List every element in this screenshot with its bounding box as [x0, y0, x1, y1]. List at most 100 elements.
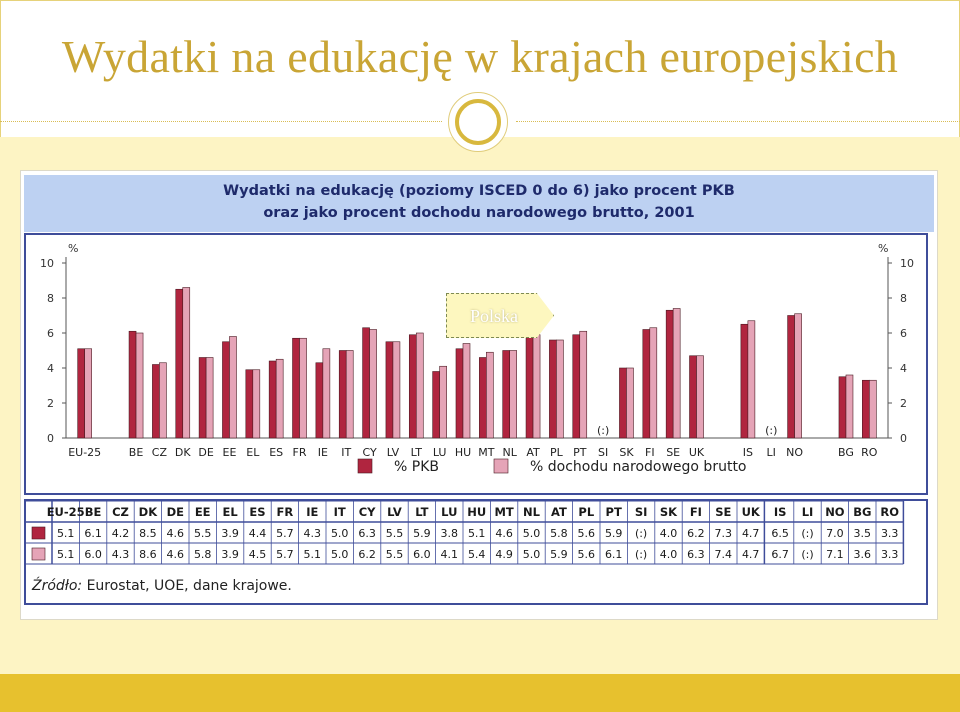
- x-tick-label-pt: PT: [573, 446, 587, 459]
- legend-label-gni: % dochodu narodowego brutto: [530, 459, 747, 475]
- x-tick-label-nl: NL: [503, 446, 518, 459]
- bar-is-gni: [747, 320, 756, 439]
- bar-fr-gdp: [292, 337, 300, 439]
- bar-ee-gni: [229, 336, 237, 439]
- bar-bg-gdp: [838, 376, 847, 439]
- table-header-mt: MT: [494, 505, 513, 519]
- x-tick-label-dk: DK: [175, 446, 191, 459]
- table-cell-ro-gdp: 3.3: [881, 527, 899, 540]
- bar-at-gdp: [525, 336, 534, 439]
- table-cell-li-gdp: (:): [801, 527, 813, 540]
- table-cell-cy-gdp: 6.3: [358, 527, 376, 540]
- bar-pt-gni: [579, 330, 588, 439]
- x-tick-label-at: AT: [526, 446, 540, 459]
- title-divider-left: [0, 121, 442, 122]
- callout-poland: Polska: [469, 306, 518, 326]
- bar-el-gni: [252, 369, 261, 439]
- table-cell-it-gni: 5.0: [331, 548, 349, 561]
- table-cell-mt-gni: 4.9: [495, 548, 512, 561]
- table-cell-cz-gni: 4.3: [112, 548, 130, 561]
- table-cell-de-gni: 4.6: [167, 548, 185, 561]
- bar-ee-gdp: [222, 341, 230, 439]
- table-cell-es-gdp: 4.4: [249, 527, 267, 540]
- data-table-grid: EU-25 5.1 5.1 BE 6.1 6.0 CZ 4.2 4.3 DK 8.5 8.6 DE 4.6…: [26, 500, 905, 565]
- table-header-fr: FR: [277, 505, 294, 519]
- bar-se-gni: [672, 308, 681, 439]
- bar-nl-gdp: [502, 350, 510, 439]
- table-cell-bg-gni: 3.6: [854, 548, 872, 561]
- table-cell-dk-gdp: 8.5: [139, 527, 157, 540]
- bar-es-gni: [275, 358, 284, 439]
- bar-uk-gdp: [689, 355, 697, 439]
- table-cell-fr-gdp: 5.7: [276, 527, 294, 540]
- table-cell-el-gni: 3.9: [221, 548, 239, 561]
- bar-ie-gdp: [315, 362, 324, 439]
- bar-de-gdp: [198, 357, 207, 439]
- table-cell-pt-gdp: 5.9: [605, 527, 623, 540]
- legend-swatch-gni: [493, 458, 509, 474]
- bar-mt-gni: [486, 351, 494, 439]
- table-header-it: IT: [334, 505, 346, 519]
- table-header-cy: CY: [359, 505, 376, 519]
- figure-title-line2: oraz jako procent dochodu narodowego bru…: [263, 205, 695, 221]
- table-header-lv: LV: [387, 505, 402, 519]
- table-cell-mt-gdp: 4.6: [495, 527, 512, 540]
- x-tick-label-uk: UK: [689, 446, 705, 459]
- x-tick-label-ro: RO: [861, 446, 878, 459]
- bar-sk-gdp: [619, 367, 627, 439]
- table-cell-eu-25-gni: 5.1: [57, 548, 74, 561]
- chart-area: %% 0 0 2 2 4 4 6 6 8 8 10 10 EU-25 BE CZ DK DE EE EL ES FR IE I…: [24, 233, 928, 495]
- table-header-uk: UK: [742, 505, 761, 519]
- table-header-eu-25: EU-25: [47, 505, 85, 519]
- table-cell-pt-gni: 6.1: [605, 548, 623, 561]
- x-tick-label-el: EL: [246, 446, 260, 459]
- table-header-ro: RO: [880, 505, 899, 519]
- table-header-nl: NL: [523, 505, 541, 519]
- x-tick-label-sk: SK: [619, 446, 634, 459]
- table-cell-lu-gdp: 3.8: [441, 527, 459, 540]
- callout-shape: [446, 293, 554, 338]
- y-tick-label-left: 0: [47, 432, 54, 445]
- bar-mt-gdp: [479, 357, 487, 439]
- bar-lt-gdp: [408, 334, 417, 439]
- x-tick-label-ie: IE: [318, 446, 328, 459]
- x-tick-label-is: IS: [743, 446, 753, 459]
- y-tick-label-right: 8: [900, 292, 907, 305]
- table-cell-es-gni: 4.5: [249, 548, 267, 561]
- bar-at-gni: [532, 334, 541, 439]
- title-divider-right: [516, 121, 960, 122]
- table-cell-ro-gni: 3.3: [881, 548, 899, 561]
- bar-hu-gdp: [455, 348, 464, 439]
- bar-sk-gni: [626, 367, 634, 439]
- table-cell-it-gdp: 5.0: [331, 527, 349, 540]
- y-tick-label-right: 10: [900, 257, 914, 270]
- table-swatch-gdp: [31, 526, 46, 540]
- table-cell-sk-gni: 4.0: [660, 548, 678, 561]
- bar-ro-gni: [869, 379, 877, 439]
- figure-title-line1: Wydatki na edukację (poziomy ISCED 0 do …: [223, 183, 735, 199]
- bar-se-gdp: [665, 309, 674, 439]
- bar-pl-gni: [556, 339, 564, 439]
- missing-label-si: (:): [597, 424, 609, 437]
- bar-pl-gdp: [549, 339, 557, 439]
- table-cell-li-gni: (:): [801, 548, 813, 561]
- x-tick-label-lv: LV: [387, 446, 400, 459]
- bar-lt-gni: [415, 332, 424, 439]
- table-header-lt: LT: [415, 505, 428, 519]
- figure-header: Wydatki na edukację (poziomy ISCED 0 do …: [24, 175, 934, 232]
- x-tick-label-es: ES: [269, 446, 283, 459]
- bar-fi-gdp: [642, 329, 651, 439]
- table-cell-eu-25-gdp: 5.1: [57, 527, 74, 540]
- x-tick-label-ee: EE: [223, 446, 237, 459]
- table-cell-no-gdp: 7.0: [826, 527, 844, 540]
- table-swatch-gni: [31, 547, 46, 561]
- bar-lv-gdp: [385, 341, 394, 439]
- bar-be-gdp: [128, 330, 137, 439]
- y-tick-label-left: 10: [40, 257, 54, 270]
- table-cell-se-gni: 7.4: [715, 548, 733, 561]
- table-header-lu: LU: [441, 505, 457, 519]
- y-tick-label-right: 2: [900, 397, 907, 410]
- table-cell-si-gdp: (:): [635, 527, 647, 540]
- table-header-el: EL: [223, 505, 239, 519]
- table-header-hu: HU: [467, 505, 486, 519]
